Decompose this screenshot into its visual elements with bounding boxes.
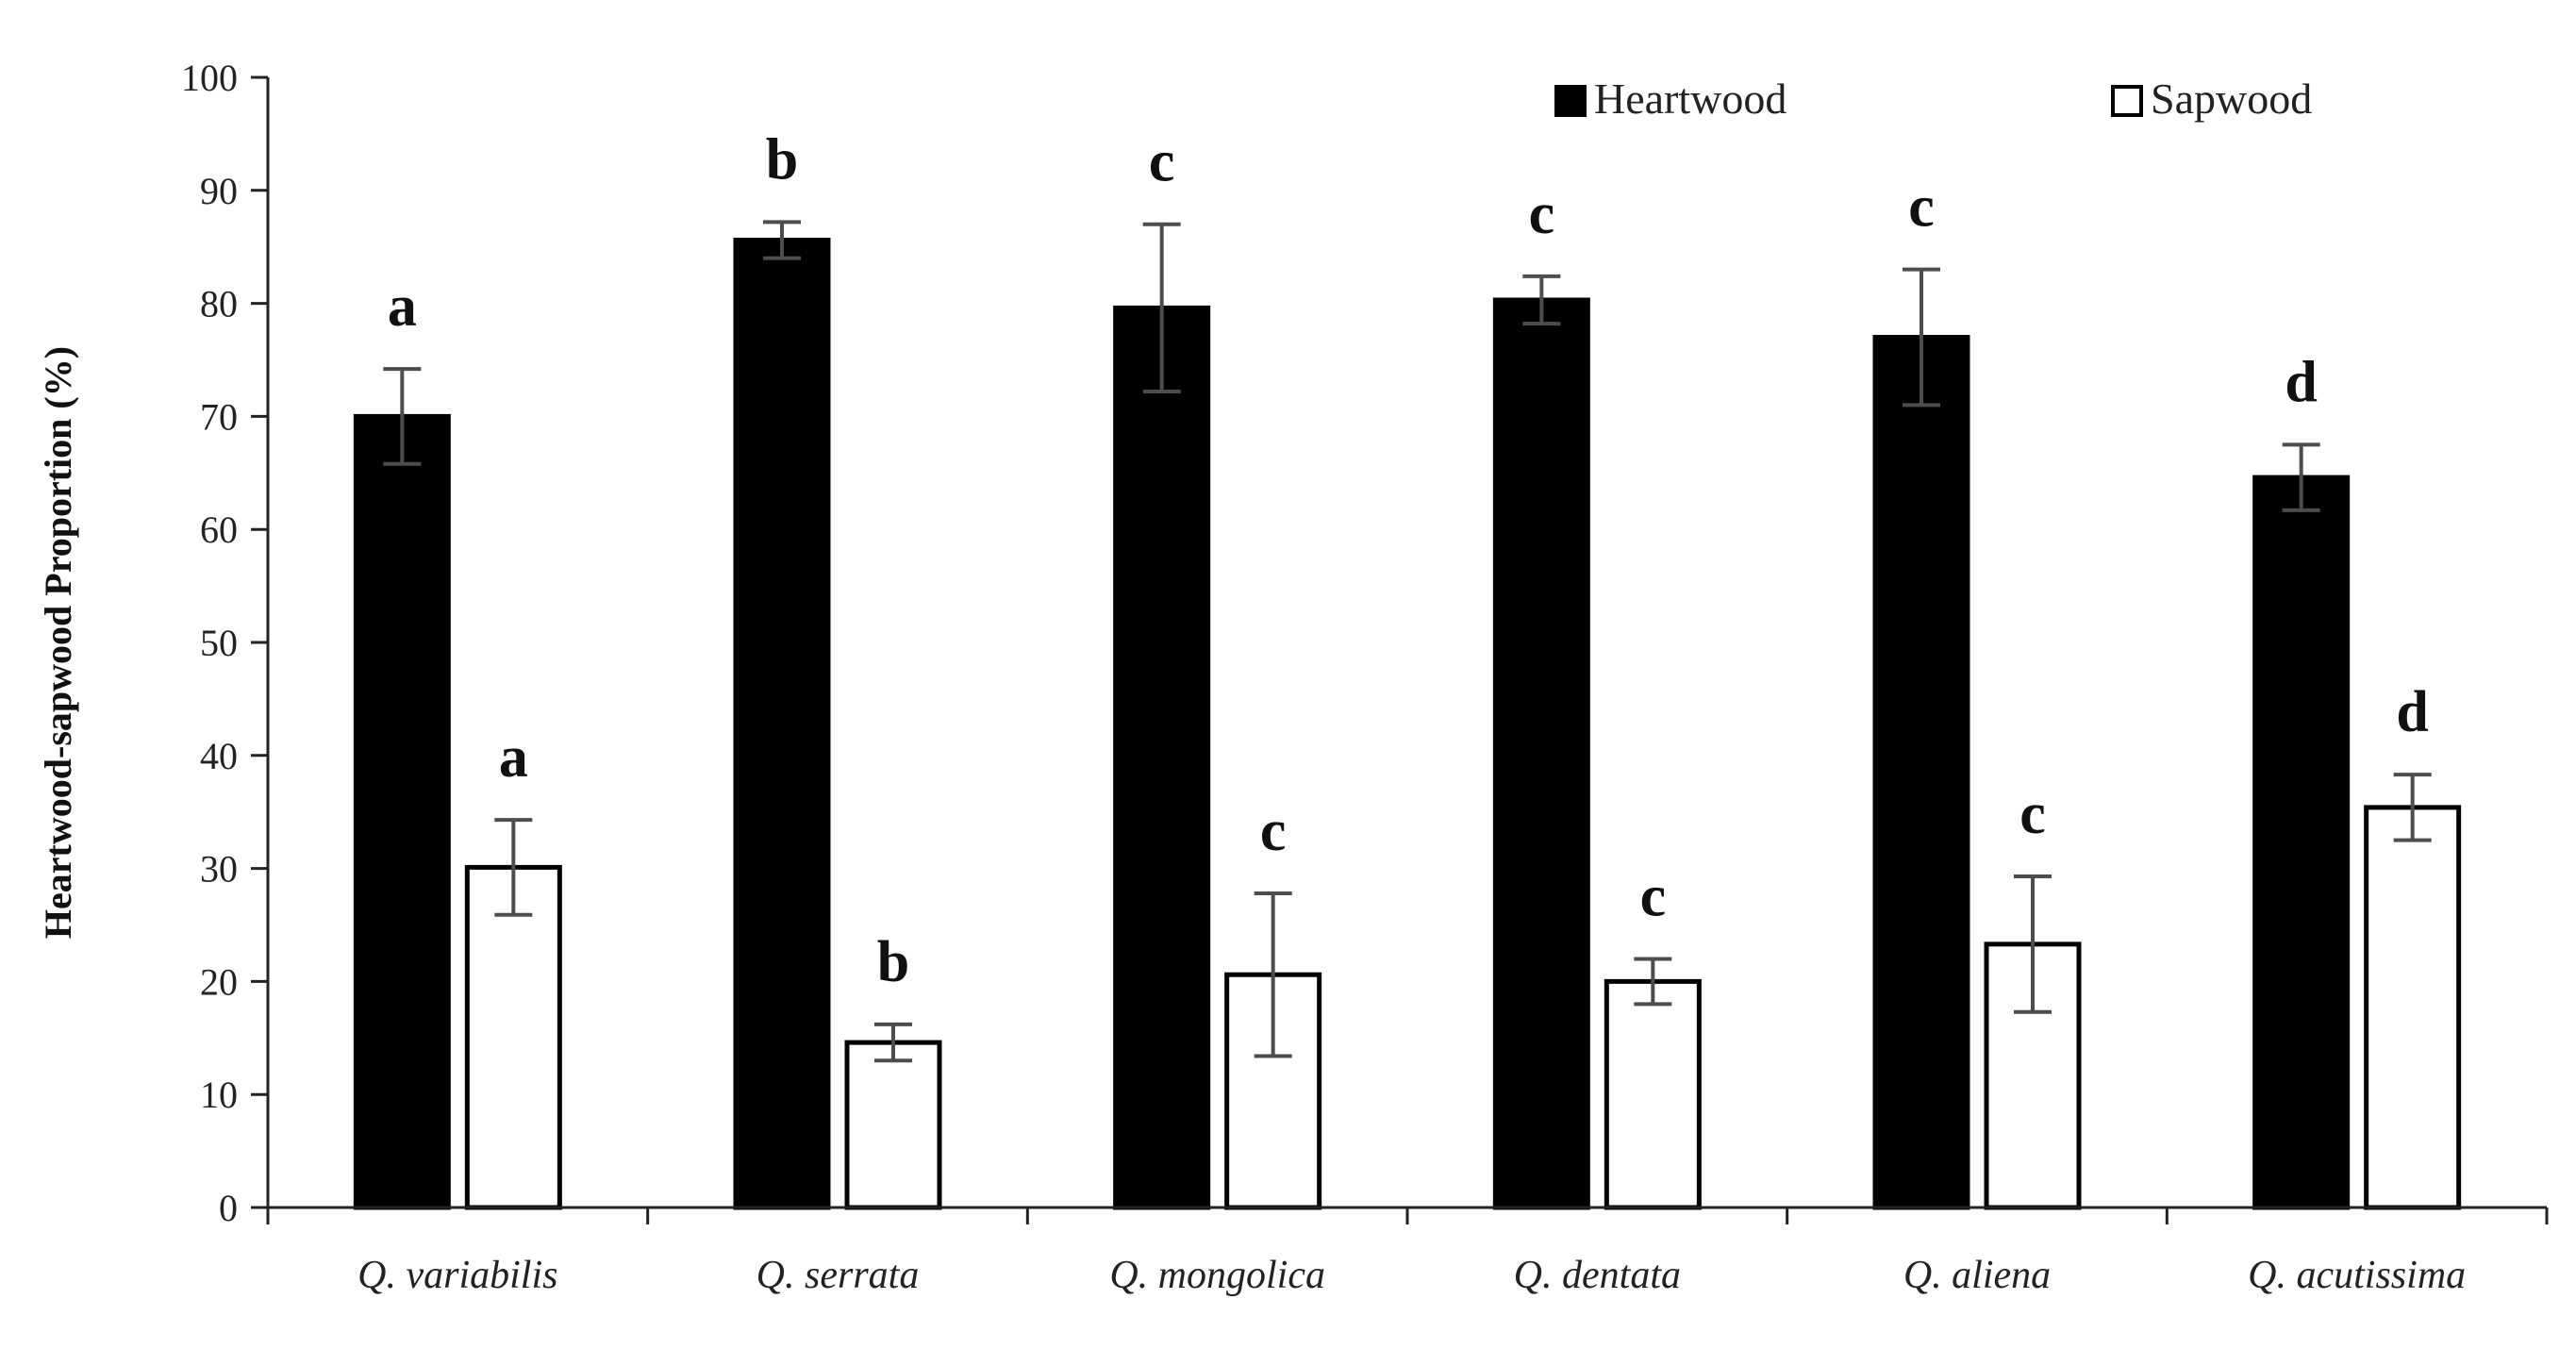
category-labels: Q. variabilis Q. serrata Q. mongolica Q. de…	[357, 1254, 2466, 1297]
significance-letter: d	[2285, 350, 2317, 414]
y-tick-label: 100	[181, 57, 238, 99]
category-label: Q. mongolica	[1109, 1254, 1325, 1297]
y-tick-label: 70	[200, 395, 238, 438]
bar-heartwood	[1492, 297, 1590, 1210]
legend-label-heartwood: Heartwood	[1594, 75, 1787, 123]
significance-labels: a a b b c c c c c c d d	[388, 127, 2429, 994]
legend-label-sapwood: Sapwood	[2151, 75, 2312, 123]
bar-sapwood	[2364, 805, 2462, 1210]
significance-letter: c	[2019, 782, 2046, 846]
category-label: Q. dentata	[1514, 1254, 1681, 1297]
y-tick-label: 10	[200, 1074, 238, 1116]
significance-letter: b	[766, 127, 798, 192]
category-label: Q. variabilis	[357, 1254, 557, 1297]
significance-letter: c	[1640, 864, 1667, 928]
y-axis-title: Heartwood-sapwood Proportion (%)	[37, 346, 79, 939]
y-tick-label: 40	[200, 735, 238, 777]
significance-letter: b	[877, 930, 909, 994]
bar-heartwood	[2252, 475, 2351, 1210]
bar-sapwood	[1604, 978, 1702, 1210]
significance-letter: c	[1260, 799, 1287, 863]
significance-letter: a	[499, 725, 528, 790]
significance-letter: a	[388, 275, 417, 339]
y-tick-label: 90	[200, 170, 238, 212]
bar-heartwood	[733, 238, 831, 1210]
y-tick-label: 30	[200, 848, 238, 891]
legend-swatch-sapwood	[2111, 85, 2143, 117]
y-axis-ticks: 0 10 20 30 40 50 60 70 80 90 100	[181, 57, 268, 1229]
legend-swatch-heartwood	[1554, 85, 1587, 117]
y-tick-label: 80	[200, 283, 238, 325]
x-axis-ticks	[266, 1207, 2549, 1224]
bar-sapwood	[844, 1040, 942, 1210]
bar-heartwood	[1113, 305, 1211, 1210]
error-bars	[383, 220, 2432, 1063]
bar-heartwood	[1872, 335, 1970, 1210]
y-tick-label: 0	[219, 1187, 238, 1229]
category-label: Q. serrata	[756, 1254, 920, 1297]
y-tick-label: 20	[200, 960, 238, 1003]
category-label: Q. acutissima	[2248, 1254, 2466, 1297]
legend: Heartwood Sapwood	[1554, 75, 2312, 123]
significance-letter: c	[1529, 182, 1555, 246]
y-tick-label: 50	[200, 622, 238, 664]
bar-heartwood	[353, 413, 451, 1210]
category-label: Q. aliena	[1903, 1254, 2051, 1297]
bar-sapwood	[464, 864, 562, 1210]
significance-letter: c	[1149, 130, 1175, 194]
significance-letter: d	[2396, 680, 2428, 744]
y-tick-label: 60	[200, 508, 238, 551]
significance-letter: c	[1908, 175, 1935, 240]
bars	[353, 238, 2462, 1210]
